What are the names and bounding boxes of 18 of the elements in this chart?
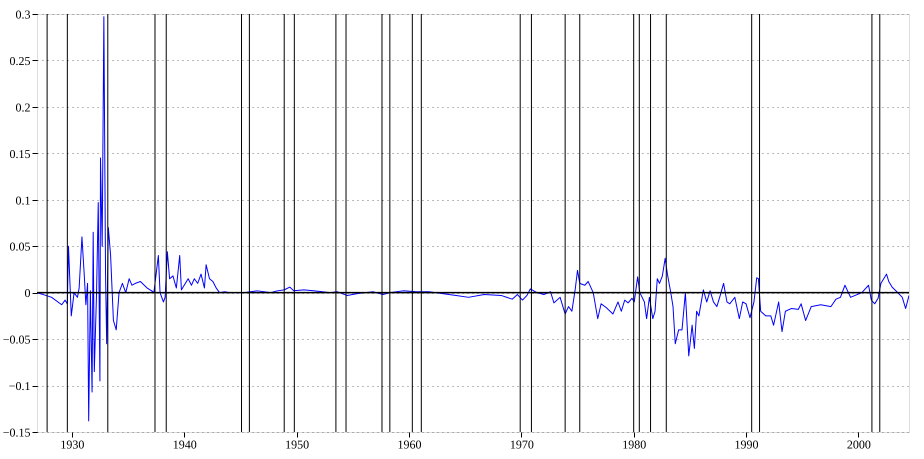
y-tick-label: −0.15 <box>2 426 30 440</box>
x-tick-label: 1980 <box>622 438 646 452</box>
y-tick-label: 0.1 <box>16 193 30 208</box>
x-tick-label: 1970 <box>510 438 534 452</box>
x-tick-label: 1950 <box>285 438 310 452</box>
y-tick-label: 0.3 <box>16 8 30 22</box>
y-tick-label: 0.15 <box>10 146 30 161</box>
x-tick-label: 1960 <box>397 438 422 452</box>
y-tick-label: 0.05 <box>10 240 30 254</box>
x-tick-label: 2000 <box>846 438 871 452</box>
y-tick-label: 0 <box>24 286 30 300</box>
y-tick-label: 0.2 <box>16 100 30 114</box>
y-tick-label: 0.25 <box>10 54 30 68</box>
y-tick-label: −0.05 <box>2 332 30 347</box>
x-tick-label: 1990 <box>734 438 759 452</box>
x-tick-label: 1940 <box>172 438 197 452</box>
x-tick-label: 1930 <box>60 438 84 452</box>
y-tick-label: −0.1 <box>8 379 30 394</box>
